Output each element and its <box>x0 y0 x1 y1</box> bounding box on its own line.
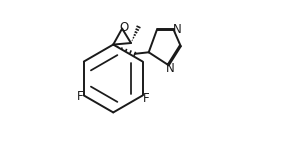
Text: O: O <box>119 21 129 34</box>
Text: F: F <box>142 92 149 105</box>
Text: N: N <box>166 62 174 75</box>
Text: F: F <box>77 90 84 103</box>
Text: N: N <box>173 23 182 36</box>
